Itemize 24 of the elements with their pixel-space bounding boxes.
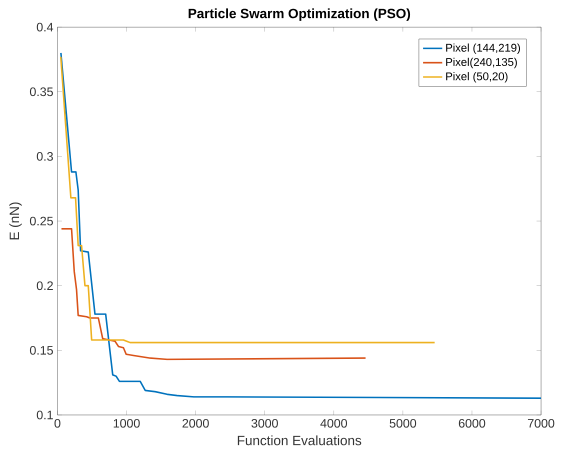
chart-title: Particle Swarm Optimization (PSO) [188, 8, 410, 22]
legend-label: Pixel(240,135) [446, 58, 517, 68]
y-tick-label: 0.25 [30, 216, 53, 226]
x-tick-label: 6000 [458, 419, 486, 428]
line-series [60, 228, 366, 360]
x-tick-label: 5000 [390, 419, 416, 428]
y-tick-label: 0.2 [36, 282, 53, 290]
x-tick-label: 3000 [251, 419, 278, 428]
legend-label: Pixel (144,219) [446, 44, 520, 54]
x-tick-label: 4000 [320, 419, 348, 428]
y-tick-label: 0.4 [36, 22, 54, 32]
y-axis-title: E (nN) [9, 202, 22, 240]
line-series [60, 52, 542, 400]
y-tick-label: 0.1 [36, 410, 53, 420]
y-tick-label: 0.35 [30, 88, 53, 96]
x-axis-title: Function Evaluations [238, 436, 362, 446]
line-series [60, 56, 436, 344]
x-tick-label: 0 [54, 419, 60, 428]
y-tick-label: 0.3 [36, 152, 53, 161]
y-tick-label: 0.15 [30, 346, 53, 355]
x-tick-label: 1000 [114, 419, 140, 428]
x-tick-label: 2000 [182, 419, 209, 428]
legend-label: Pixel (50,20) [446, 72, 508, 83]
x-tick-label: 7000 [528, 419, 554, 428]
